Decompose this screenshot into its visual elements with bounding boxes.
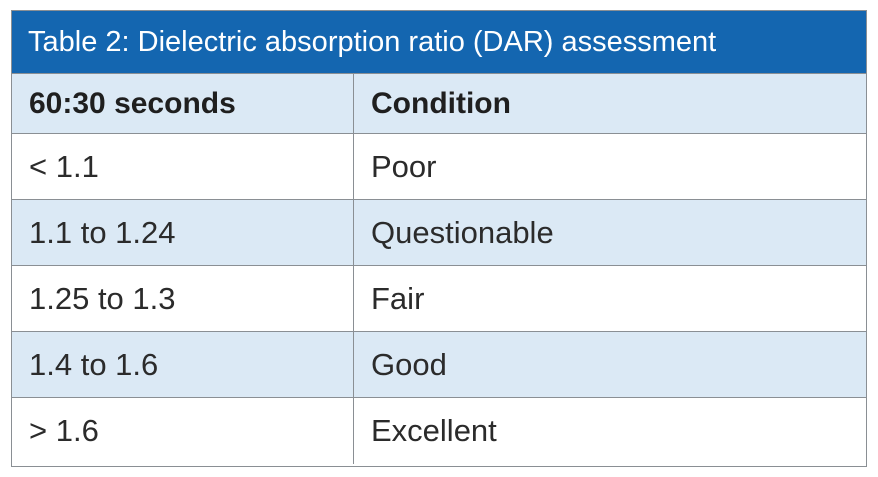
ratio-cell: 1.25 to 1.3 (12, 266, 354, 331)
table-row: > 1.6 Excellent (12, 398, 866, 464)
ratio-cell: > 1.6 (12, 398, 354, 464)
ratio-cell: 1.4 to 1.6 (12, 332, 354, 397)
condition-cell: Fair (371, 280, 425, 316)
condition-cell: Questionable (371, 214, 554, 250)
dar-assessment-table: Table 2: Dielectric absorption ratio (DA… (11, 10, 867, 467)
table-row: 1.4 to 1.6 Good (12, 332, 866, 398)
condition-cell: Good (371, 346, 447, 382)
ratio-cell: 1.1 to 1.24 (12, 200, 354, 265)
header-condition: Condition (371, 86, 511, 120)
table-row: 1.25 to 1.3 Fair (12, 266, 866, 332)
condition-cell: Excellent (371, 413, 497, 448)
condition-cell: Poor (371, 148, 437, 184)
table-row: 1.1 to 1.24 Questionable (12, 200, 866, 266)
header-ratio: 60:30 seconds (12, 74, 354, 133)
table-title: Table 2: Dielectric absorption ratio (DA… (12, 11, 866, 74)
table-header-row: 60:30 seconds Condition (12, 74, 866, 134)
table-row: < 1.1 Poor (12, 134, 866, 200)
ratio-cell: < 1.1 (12, 134, 354, 199)
